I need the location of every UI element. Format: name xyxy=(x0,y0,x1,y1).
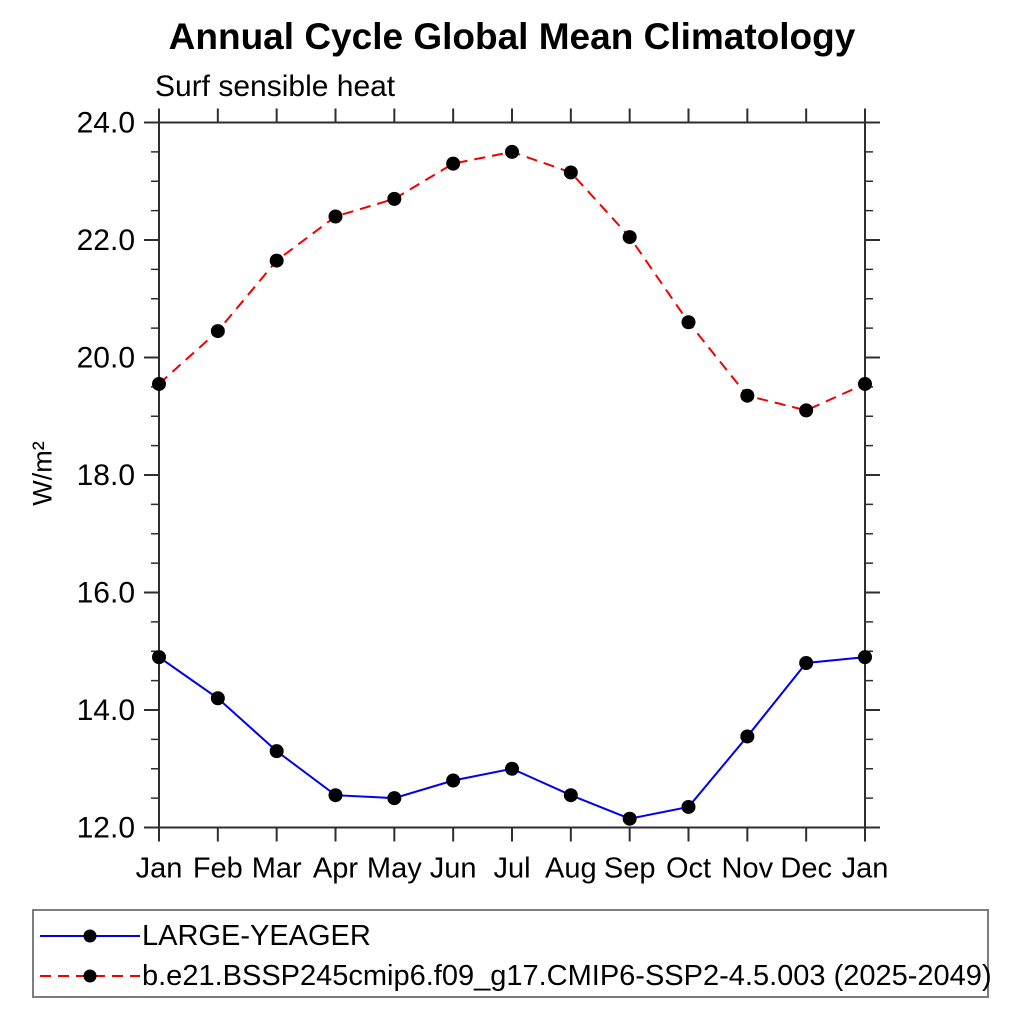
x-tick-label: Jan xyxy=(136,853,183,885)
data-point-s1-8 xyxy=(622,230,637,245)
x-tick-label: Dec xyxy=(780,853,832,885)
series-line-0 xyxy=(158,656,866,820)
legend-line-solid-icon xyxy=(40,929,140,943)
data-point-s1-4 xyxy=(387,191,402,206)
data-point-s1-7 xyxy=(563,165,578,180)
data-point-s0-10 xyxy=(740,729,755,744)
data-point-s0-9 xyxy=(681,799,696,814)
data-point-s1-6 xyxy=(505,144,519,159)
y-tick-label: 18.0 xyxy=(77,459,135,492)
series-line-1 xyxy=(158,150,866,412)
y-tick-label: 14.0 xyxy=(77,694,135,727)
data-point-s1-3 xyxy=(328,209,343,224)
x-tick-label: Apr xyxy=(313,853,358,885)
data-point-s1-5 xyxy=(446,156,461,171)
x-tick-label: Nov xyxy=(722,853,774,885)
data-point-s0-6 xyxy=(505,761,519,776)
y-tick-label: 22.0 xyxy=(77,224,135,257)
y-tick-label: 24.0 xyxy=(77,107,135,140)
legend-label: b.e21.BSSP245cmip6.f09_g17.CMIP6-SSP2-4.… xyxy=(142,960,992,992)
data-point-s0-12 xyxy=(858,650,872,665)
x-tick-label: Aug xyxy=(545,853,597,885)
data-point-s1-9 xyxy=(681,315,696,330)
data-point-s0-1 xyxy=(210,691,225,706)
x-tick-label: Feb xyxy=(193,853,243,885)
chart-subtitle: Surf sensible heat xyxy=(155,70,396,103)
data-point-s0-5 xyxy=(446,773,461,788)
legend-line-dashed-icon xyxy=(40,969,140,983)
y-tick-label: 12.0 xyxy=(77,812,135,845)
data-point-s1-2 xyxy=(269,253,284,268)
data-point-s1-0 xyxy=(152,376,166,391)
legend-label: LARGE-YEAGER xyxy=(142,920,371,952)
data-point-s1-10 xyxy=(740,388,755,403)
x-tick-label: Mar xyxy=(252,853,302,885)
legend-entry-large-yeager: LARGE-YEAGER xyxy=(34,919,987,953)
data-point-s0-2 xyxy=(269,744,284,759)
x-tick-label: Sep xyxy=(604,853,656,885)
data-point-s0-11 xyxy=(799,656,814,670)
legend-entry-model-run: b.e21.BSSP245cmip6.f09_g17.CMIP6-SSP2-4.… xyxy=(34,959,992,993)
data-point-s0-8 xyxy=(622,811,637,826)
x-tick-label: May xyxy=(367,853,422,885)
data-point-s0-0 xyxy=(152,650,166,665)
data-point-s0-4 xyxy=(387,791,402,806)
data-point-s0-7 xyxy=(563,788,578,803)
x-tick-label: Oct xyxy=(666,853,711,885)
data-point-s1-12 xyxy=(858,376,872,391)
data-point-s1-11 xyxy=(799,403,814,418)
legend: LARGE-YEAGER b.e21.BSSP245cmip6.f09_g17.… xyxy=(32,909,992,998)
y-tick-label: 16.0 xyxy=(77,577,135,610)
x-tick-label: Jul xyxy=(493,853,530,885)
chart-title: Annual Cycle Global Mean Climatology xyxy=(168,16,856,57)
data-point-s1-1 xyxy=(210,324,225,339)
x-tick-label: Jun xyxy=(430,853,477,885)
y-tick-label: 20.0 xyxy=(77,342,135,375)
data-point-s0-3 xyxy=(328,788,343,803)
x-tick-label: Jan xyxy=(842,853,889,885)
